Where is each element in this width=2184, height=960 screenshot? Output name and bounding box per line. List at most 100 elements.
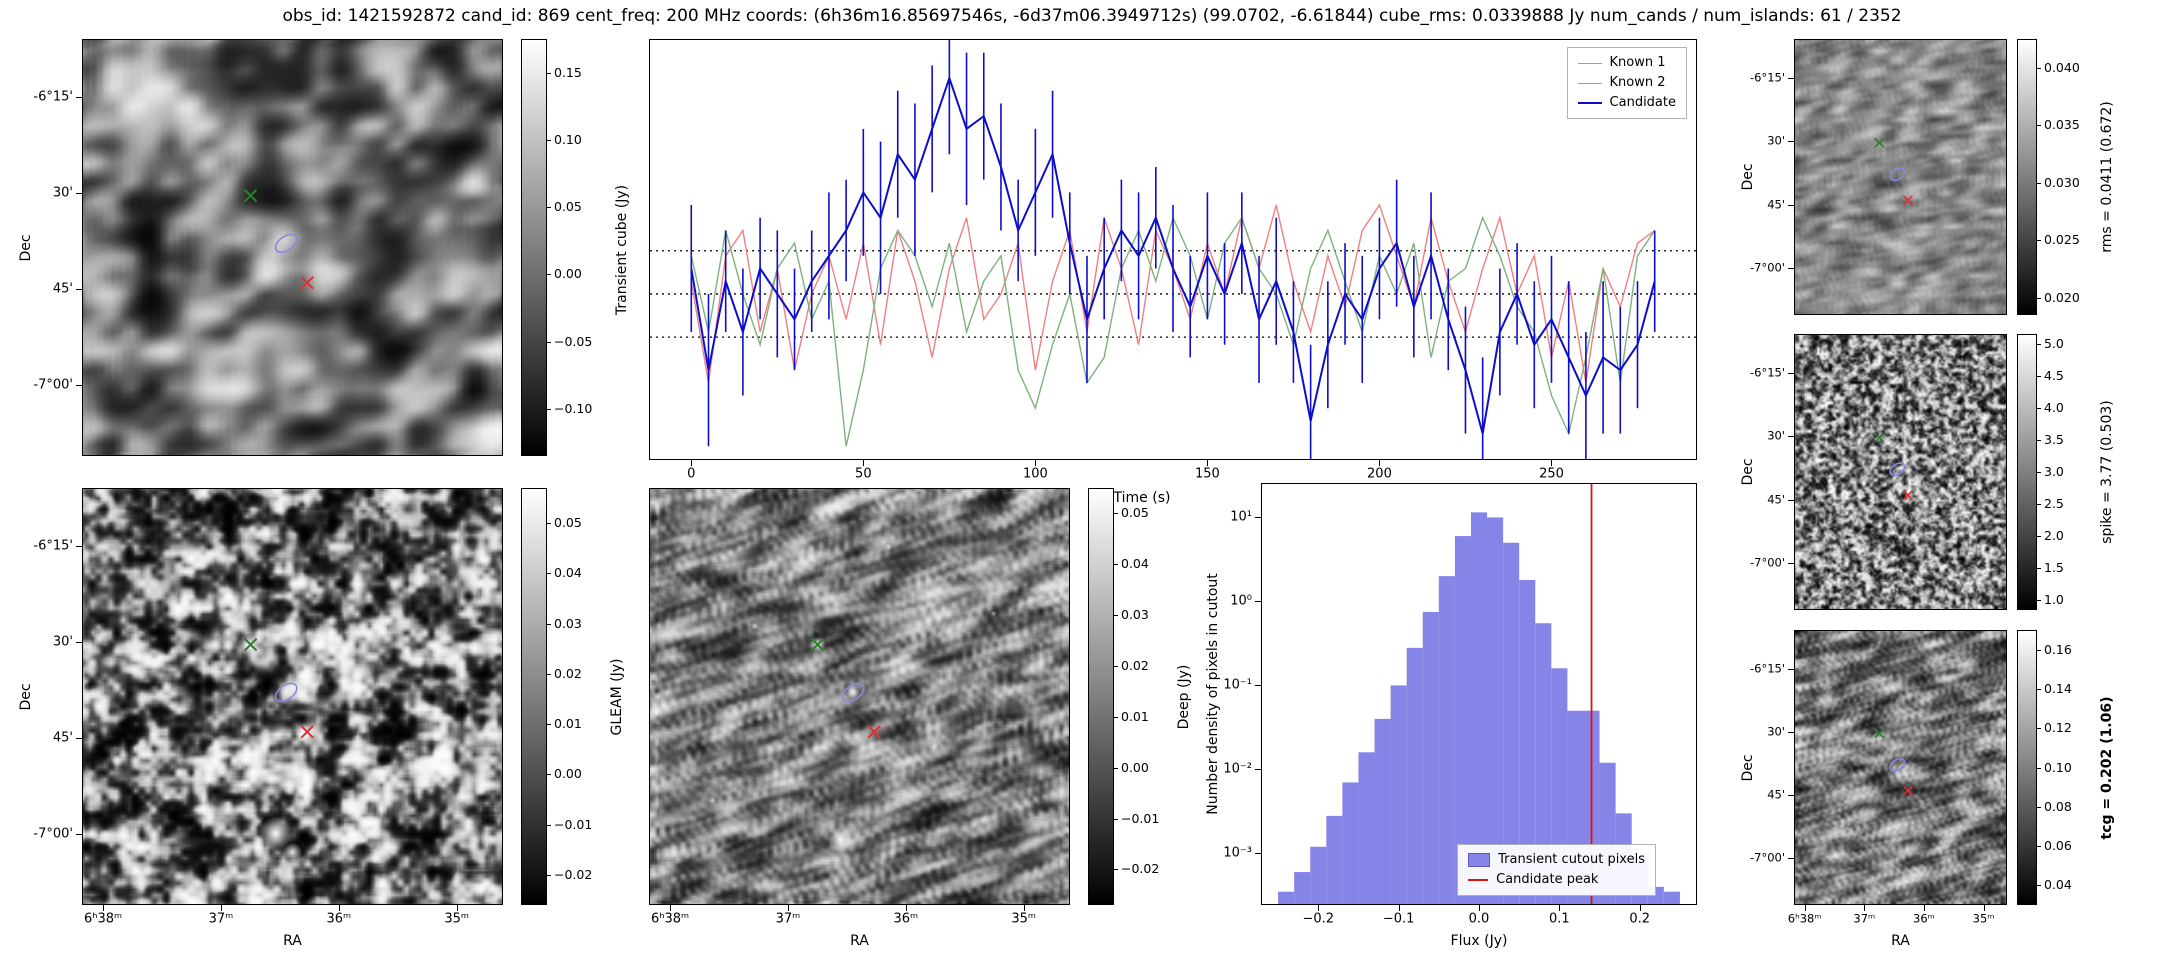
- ra-axis-label: RA: [1891, 933, 1910, 949]
- light-curve-plot: [650, 40, 1696, 459]
- ra-axis-label: RA: [283, 933, 302, 949]
- tick-mark: [1255, 685, 1261, 687]
- colorbar-tick-label: 2.0: [2044, 527, 2064, 543]
- known-source-1-marker: [810, 637, 825, 652]
- colorbar-tick-label: 0.03: [554, 615, 582, 631]
- tick-mark: [1788, 141, 1794, 143]
- known-source-1-marker: [243, 637, 258, 652]
- sky-markers-overlay: [810, 637, 881, 739]
- legend-entry: Known 2: [1577, 73, 1676, 93]
- colorbar-tick-label: 1.5: [2044, 560, 2064, 576]
- dec-tick-label: 45': [52, 281, 73, 297]
- legend-entry-label: Candidate: [1609, 95, 1676, 111]
- tick-mark: [1114, 615, 1118, 617]
- dec-tick-label: -7°00': [1749, 260, 1785, 275]
- ra-tick-label: 37ᵐ: [208, 911, 234, 927]
- known-source-2-marker: [1902, 195, 1913, 206]
- deep-colorbar: [1088, 488, 1114, 905]
- legend-line-sample: [1577, 62, 1602, 64]
- colorbar-tick-label: 0.030: [2044, 174, 2080, 190]
- tick-mark: [691, 460, 693, 466]
- tick-mark: [1207, 460, 1209, 466]
- tick-mark: [1788, 499, 1794, 501]
- histogram-legend: Transient cutout pixels Candidate peak: [1457, 843, 1656, 896]
- known-source-1-marker: [1874, 728, 1885, 739]
- ra-tick-label: 6ʰ38ᵐ: [650, 911, 690, 927]
- ra-tick-label: 35ᵐ: [1972, 911, 1995, 926]
- rms-cutout-panel: [1794, 39, 2007, 315]
- tick-mark: [547, 341, 551, 343]
- colorbar-tick-label: −0.10: [554, 400, 593, 416]
- colorbar-tick-label: 0.04: [554, 565, 582, 581]
- dec-tick-label: 30': [52, 185, 73, 201]
- tick-mark: [76, 642, 82, 644]
- tick-mark: [76, 546, 82, 548]
- tick-mark: [2037, 649, 2041, 651]
- rms-colorbar: [2017, 39, 2037, 315]
- dec-tick-label: -6°15': [33, 89, 73, 105]
- dec-axis-label: Dec: [1740, 163, 1756, 191]
- time-tick-label: 200: [1367, 466, 1392, 482]
- colorbar-tick-label: 0.01: [1121, 708, 1149, 724]
- legend-entry-label: Known 1: [1609, 55, 1666, 70]
- ra-tick-label: 6ʰ38ᵐ: [83, 911, 123, 927]
- tick-mark: [1479, 905, 1480, 911]
- tick-mark: [2037, 728, 2041, 730]
- tick-mark: [547, 724, 551, 726]
- ra-tick-label: 36ᵐ: [1913, 911, 1935, 926]
- flux-tick-label: −0.1: [1382, 911, 1415, 927]
- known-source-1-marker: [1874, 432, 1885, 443]
- colorbar-tick-label: 0.04: [2044, 877, 2072, 893]
- tick-mark: [1114, 818, 1118, 820]
- known-source-1-marker: [243, 188, 258, 203]
- sky-markers-overlay: [243, 188, 314, 290]
- density-tick-label: 10⁻³: [1223, 845, 1252, 861]
- tick-mark: [1114, 564, 1118, 566]
- density-tick-label: 10¹: [1230, 509, 1252, 525]
- tick-mark: [2037, 846, 2041, 848]
- tick-mark: [1788, 731, 1794, 733]
- colorbar-tick-label: 0.04: [1121, 556, 1149, 572]
- tick-mark: [1788, 268, 1794, 270]
- legend-entry-label: Candidate peak: [1496, 871, 1599, 887]
- tick-mark: [2037, 439, 2041, 441]
- density-tick-label: 10⁻¹: [1223, 677, 1252, 693]
- known-source-2-marker: [1902, 785, 1913, 796]
- dec-tick-label: -6°15': [1749, 69, 1785, 84]
- tick-mark: [1864, 905, 1866, 911]
- colorbar-tick-label: −0.02: [554, 866, 593, 882]
- tick-mark: [2037, 297, 2041, 299]
- sky-markers-overlay: [1874, 137, 1913, 206]
- candidate-ellipse-marker: [274, 682, 298, 703]
- tick-mark: [1114, 513, 1118, 515]
- tick-mark: [76, 193, 82, 195]
- dec-tick-label: 45': [52, 730, 73, 746]
- tick-mark: [2037, 472, 2041, 473]
- ra-tick-label: 35ᵐ: [1011, 911, 1037, 927]
- dec-tick-label: 45': [1767, 787, 1785, 802]
- legend-line-sample: [1577, 102, 1602, 105]
- gleam-colorbar: [521, 488, 547, 905]
- tick-mark: [338, 905, 340, 911]
- colorbar-tick-label: 3.0: [2044, 463, 2064, 479]
- flux-jy-axis-label: Flux (Jy): [1450, 933, 1508, 949]
- tcg-cutout-panel: [1794, 630, 2007, 905]
- tick-mark: [2037, 182, 2041, 184]
- ra-tick-label: 36ᵐ: [893, 911, 919, 927]
- histogram-panel: Transient cutout pixels Candidate peak: [1261, 483, 1697, 905]
- tick-mark: [547, 874, 551, 876]
- colorbar-tick-label: 3.5: [2044, 431, 2064, 447]
- colorbar-tick-label: −0.01: [1121, 810, 1160, 826]
- colorbar-tick-label: 4.5: [2044, 367, 2064, 383]
- tick-mark: [2037, 504, 2041, 506]
- colorbar-tick-label: 5.0: [2044, 335, 2064, 351]
- candidate-ellipse-marker: [841, 682, 865, 703]
- ra-tick-label: 36ᵐ: [326, 911, 352, 927]
- dec-tick-label: -7°00': [33, 826, 73, 842]
- tick-mark: [2037, 767, 2041, 769]
- light-curve-legend: Known 1 Known 2 Candidate: [1566, 47, 1687, 120]
- known-source-2-marker: [300, 725, 314, 739]
- tick-mark: [2037, 536, 2041, 538]
- ra-tick-label: 35ᵐ: [444, 911, 470, 927]
